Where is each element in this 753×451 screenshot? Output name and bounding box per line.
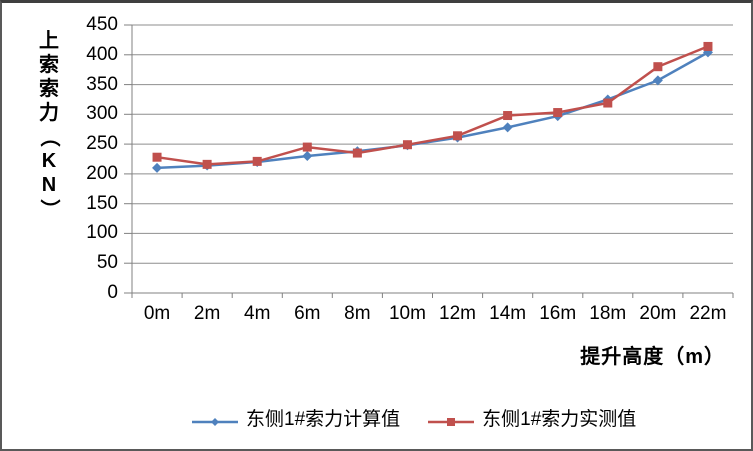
legend-label-calculated: 东侧1#索力计算值: [246, 409, 401, 430]
y-tick-label: 0: [107, 282, 118, 303]
y-tick-label: 50: [96, 252, 118, 274]
y-tick-label: 150: [86, 192, 118, 214]
y-tick-label: 100: [86, 222, 118, 244]
legend: 东侧1#索力计算值 东侧1#索力实测值: [192, 404, 636, 431]
y-tick-label: 200: [86, 162, 118, 184]
y-tick-label: 300: [86, 103, 118, 125]
y-tick-label: 400: [86, 43, 118, 65]
x-tick-label: 16m: [539, 303, 577, 324]
x-tick-label: 10m: [388, 303, 426, 324]
x-axis-title: 提升高度（m）: [580, 346, 725, 368]
legend-item-measured: 东侧1#索力实测值: [428, 404, 636, 431]
x-tick-label: 18m: [589, 303, 627, 324]
y-tick-label: 250: [86, 133, 118, 155]
x-tick-label: 2m: [193, 303, 221, 324]
legend-label-measured: 东侧1#索力实测值: [482, 409, 637, 430]
x-tick-label: 14m: [489, 303, 527, 324]
legend-item-calculated: 东侧1#索力计算值: [192, 404, 400, 431]
legend-line-diamond-icon: [192, 412, 238, 426]
x-tick-label: 22m: [689, 303, 727, 324]
x-tick-label: 6m: [294, 303, 321, 324]
x-tick-label: 4m: [244, 303, 271, 324]
y-tick-label: 450: [86, 14, 118, 35]
legend-line-square-icon: [428, 412, 475, 426]
line-chart-plot: [124, 24, 734, 298]
x-tick-label: 20m: [639, 303, 677, 324]
y-axis-title: 上索索力（K N）: [38, 30, 60, 219]
x-tick-label: 8m: [344, 303, 371, 324]
y-tick-label: 350: [86, 73, 118, 95]
x-tick-label: 12m: [439, 303, 477, 324]
x-tick-label: 0m: [143, 303, 171, 324]
